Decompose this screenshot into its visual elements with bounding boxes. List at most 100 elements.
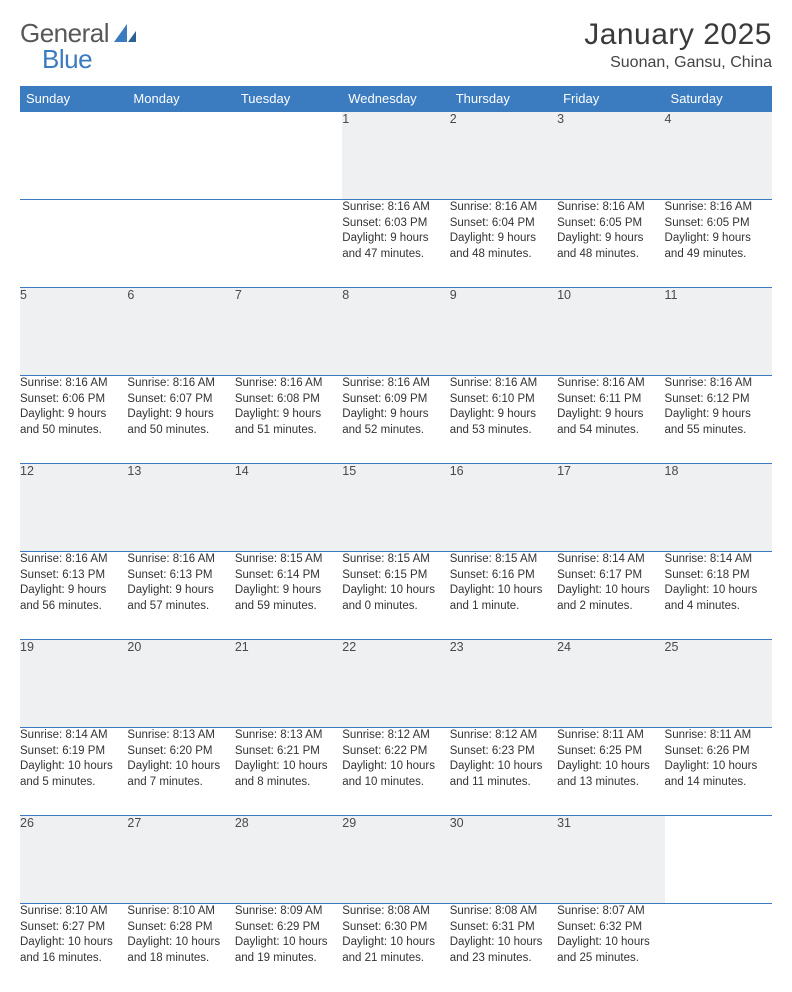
day-detail-cell: Sunrise: 8:12 AMSunset: 6:22 PMDaylight:…	[342, 728, 449, 816]
daylight-text: Daylight: 9 hours and 50 minutes.	[20, 408, 106, 436]
day-number-cell: 23	[450, 640, 557, 728]
sunrise-text: Sunrise: 8:14 AM	[557, 553, 645, 565]
day-detail-cell: Sunrise: 8:16 AM Sunset: 6:13 PM Daylight:…	[127, 552, 234, 640]
weekday-header: Sunday	[20, 86, 127, 112]
day-number-cell: 25	[665, 640, 772, 728]
day-number-cell	[20, 112, 127, 200]
sunset-text: Sunset: 6:15 PM	[342, 569, 427, 581]
sunset-text: Sunset: 6:31 PM	[450, 921, 535, 933]
day-number-cell: 5	[20, 288, 127, 376]
day-detail-cell: Sunrise: 8:10 AMSunset: 6:28 PMDaylight:…	[127, 904, 234, 992]
daylight-text: Daylight: 10 hours and 18 minutes.	[127, 936, 220, 964]
sunrise-text: Sunrise: 8:15 AM	[235, 553, 323, 565]
location-text: Suonan, Gansu, China	[584, 54, 772, 72]
header: General January 2025 Suonan, Gansu, Chin…	[20, 18, 772, 72]
sunset-text: Sunset: 6:16 PM	[450, 569, 535, 581]
sunrise-text: Sunrise: 8:16 AM	[20, 377, 108, 389]
day-number-cell: 18	[665, 464, 772, 552]
daylight-text: Daylight: 9 hours and 50 minutes.	[127, 408, 213, 436]
sunset-text: Sunset: 6:17 PM	[557, 569, 642, 581]
daylight-text: Daylight: 10 hours and 11 minutes.	[450, 760, 543, 788]
daylight-text: Daylight: 10 hours and 1 minute.	[450, 584, 543, 612]
sunrise-text: Sunrise: 8:10 AM	[127, 905, 215, 917]
sunrise-text: Sunrise: 8:12 AM	[450, 729, 538, 741]
day-detail-cell: Sunrise: 8:14 AM Sunset: 6:17 PM Daylight:…	[557, 552, 664, 640]
day-detail-row: Sunrise: 8:16 AM Sunset: 6:13 PM Daylight:…	[20, 552, 772, 640]
sunset-text: Sunset: 6:09 PM	[342, 393, 427, 405]
day-detail-cell: Sunrise: 8:16 AM Sunset: 6:06 PM Daylight:…	[20, 376, 127, 464]
sunset-text: Sunset: 6:13 PM	[20, 569, 105, 581]
day-detail-cell: Sunrise: 8:16 AMSunset: 6:10 PMDaylight:…	[450, 376, 557, 464]
daylight-text: Daylight: 10 hours and 16 minutes.	[20, 936, 113, 964]
weekday-header: Monday	[127, 86, 234, 112]
sunrise-text: Sunrise: 8:15 AM	[450, 553, 538, 565]
title-block: January 2025 Suonan, Gansu, China	[584, 18, 772, 72]
daylight-text: Daylight: 9 hours and 54 minutes.	[557, 408, 643, 436]
day-detail-cell: Sunrise: 8:12 AM Sunset: 6:23 PM Daylight:…	[450, 728, 557, 816]
sunset-text: Sunset: 6:11 PM	[557, 393, 641, 405]
day-number-row: 12131415161718	[20, 464, 772, 552]
daylight-text: Daylight: 10 hours and 25 minutes.	[557, 936, 650, 964]
daylight-text: Daylight: 10 hours and 2 minutes.	[557, 584, 650, 612]
day-number-cell: 1	[342, 112, 449, 200]
day-detail-cell: Sunrise: 8:11 AMSunset: 6:26 PMDaylight:…	[665, 728, 772, 816]
weekday-header: Saturday	[665, 86, 772, 112]
day-number-cell: 16	[450, 464, 557, 552]
day-detail-row: Sunrise: 8:10 AMSunset: 6:27 PMDaylight:…	[20, 904, 772, 992]
sunrise-text: Sunrise: 8:16 AM	[450, 377, 538, 389]
sunrise-text: Sunrise: 8:08 AM	[342, 905, 430, 917]
sunset-text: Sunset: 6:12 PM	[665, 393, 750, 405]
sunset-text: Sunset: 6:10 PM	[450, 393, 535, 405]
sunset-text: Sunset: 6:04 PM	[450, 217, 535, 229]
day-number-row: 1234	[20, 112, 772, 200]
sunrise-text: Sunrise: 8:12 AM	[342, 729, 430, 741]
daylight-text: Daylight: 9 hours and 56 minutes.	[20, 584, 106, 612]
sunrise-text: Sunrise: 8:16 AM	[127, 553, 215, 565]
daylight-text: Daylight: 9 hours and 48 minutes.	[557, 232, 643, 260]
day-detail-cell: Sunrise: 8:15 AMSunset: 6:15 PMDaylight:…	[342, 552, 449, 640]
sunset-text: Sunset: 6:23 PM	[450, 745, 535, 757]
calendar-header-row: SundayMondayTuesdayWednesdayThursdayFrid…	[20, 86, 772, 112]
sunset-text: Sunset: 6:20 PM	[127, 745, 212, 757]
sunrise-text: Sunrise: 8:07 AM	[557, 905, 645, 917]
sunrise-text: Sunrise: 8:11 AM	[665, 729, 752, 741]
sunset-text: Sunset: 6:13 PM	[127, 569, 212, 581]
sunrise-text: Sunrise: 8:16 AM	[342, 201, 430, 213]
day-detail-cell: Sunrise: 8:10 AMSunset: 6:27 PMDaylight:…	[20, 904, 127, 992]
day-detail-cell	[235, 200, 342, 288]
day-detail-cell	[20, 200, 127, 288]
day-detail-cell: Sunrise: 8:16 AMSunset: 6:03 PMDaylight:…	[342, 200, 449, 288]
daylight-text: Daylight: 9 hours and 59 minutes.	[235, 584, 321, 612]
day-number-row: 567891011	[20, 288, 772, 376]
daylight-text: Daylight: 10 hours and 5 minutes.	[20, 760, 113, 788]
sunset-text: Sunset: 6:19 PM	[20, 745, 105, 757]
sunrise-text: Sunrise: 8:16 AM	[450, 201, 538, 213]
sunset-text: Sunset: 6:06 PM	[20, 393, 105, 405]
daylight-text: Daylight: 9 hours and 57 minutes.	[127, 584, 213, 612]
day-number-cell: 27	[127, 816, 234, 904]
sunset-text: Sunset: 6:25 PM	[557, 745, 642, 757]
sunset-text: Sunset: 6:29 PM	[235, 921, 320, 933]
day-detail-cell: Sunrise: 8:09 AMSunset: 6:29 PMDaylight:…	[235, 904, 342, 992]
day-detail-row: Sunrise: 8:16 AMSunset: 6:03 PMDaylight:…	[20, 200, 772, 288]
sunrise-text: Sunrise: 8:15 AM	[342, 553, 430, 565]
sunset-text: Sunset: 6:07 PM	[127, 393, 212, 405]
day-detail-cell: Sunrise: 8:16 AMSunset: 6:13 PMDaylight:…	[20, 552, 127, 640]
day-detail-cell: Sunrise: 8:14 AMSunset: 6:18 PMDaylight:…	[665, 552, 772, 640]
day-number-cell: 7	[235, 288, 342, 376]
day-detail-row: Sunrise: 8:14 AMSunset: 6:19 PMDaylight:…	[20, 728, 772, 816]
day-number-cell	[665, 816, 772, 904]
sunrise-text: Sunrise: 8:11 AM	[557, 729, 644, 741]
day-detail-cell: Sunrise: 8:08 AMSunset: 6:31 PMDaylight:…	[450, 904, 557, 992]
daylight-text: Daylight: 9 hours and 51 minutes.	[235, 408, 321, 436]
day-number-cell: 21	[235, 640, 342, 728]
sunset-text: Sunset: 6:21 PM	[235, 745, 320, 757]
day-number-row: 19202122232425	[20, 640, 772, 728]
month-title: January 2025	[584, 18, 772, 52]
sunset-text: Sunset: 6:05 PM	[557, 217, 642, 229]
daylight-text: Daylight: 9 hours and 48 minutes.	[450, 232, 536, 260]
day-number-cell: 8	[342, 288, 449, 376]
sunrise-text: Sunrise: 8:14 AM	[665, 553, 753, 565]
day-number-cell: 30	[450, 816, 557, 904]
day-detail-cell: Sunrise: 8:16 AMSunset: 6:11 PMDaylight:…	[557, 376, 664, 464]
